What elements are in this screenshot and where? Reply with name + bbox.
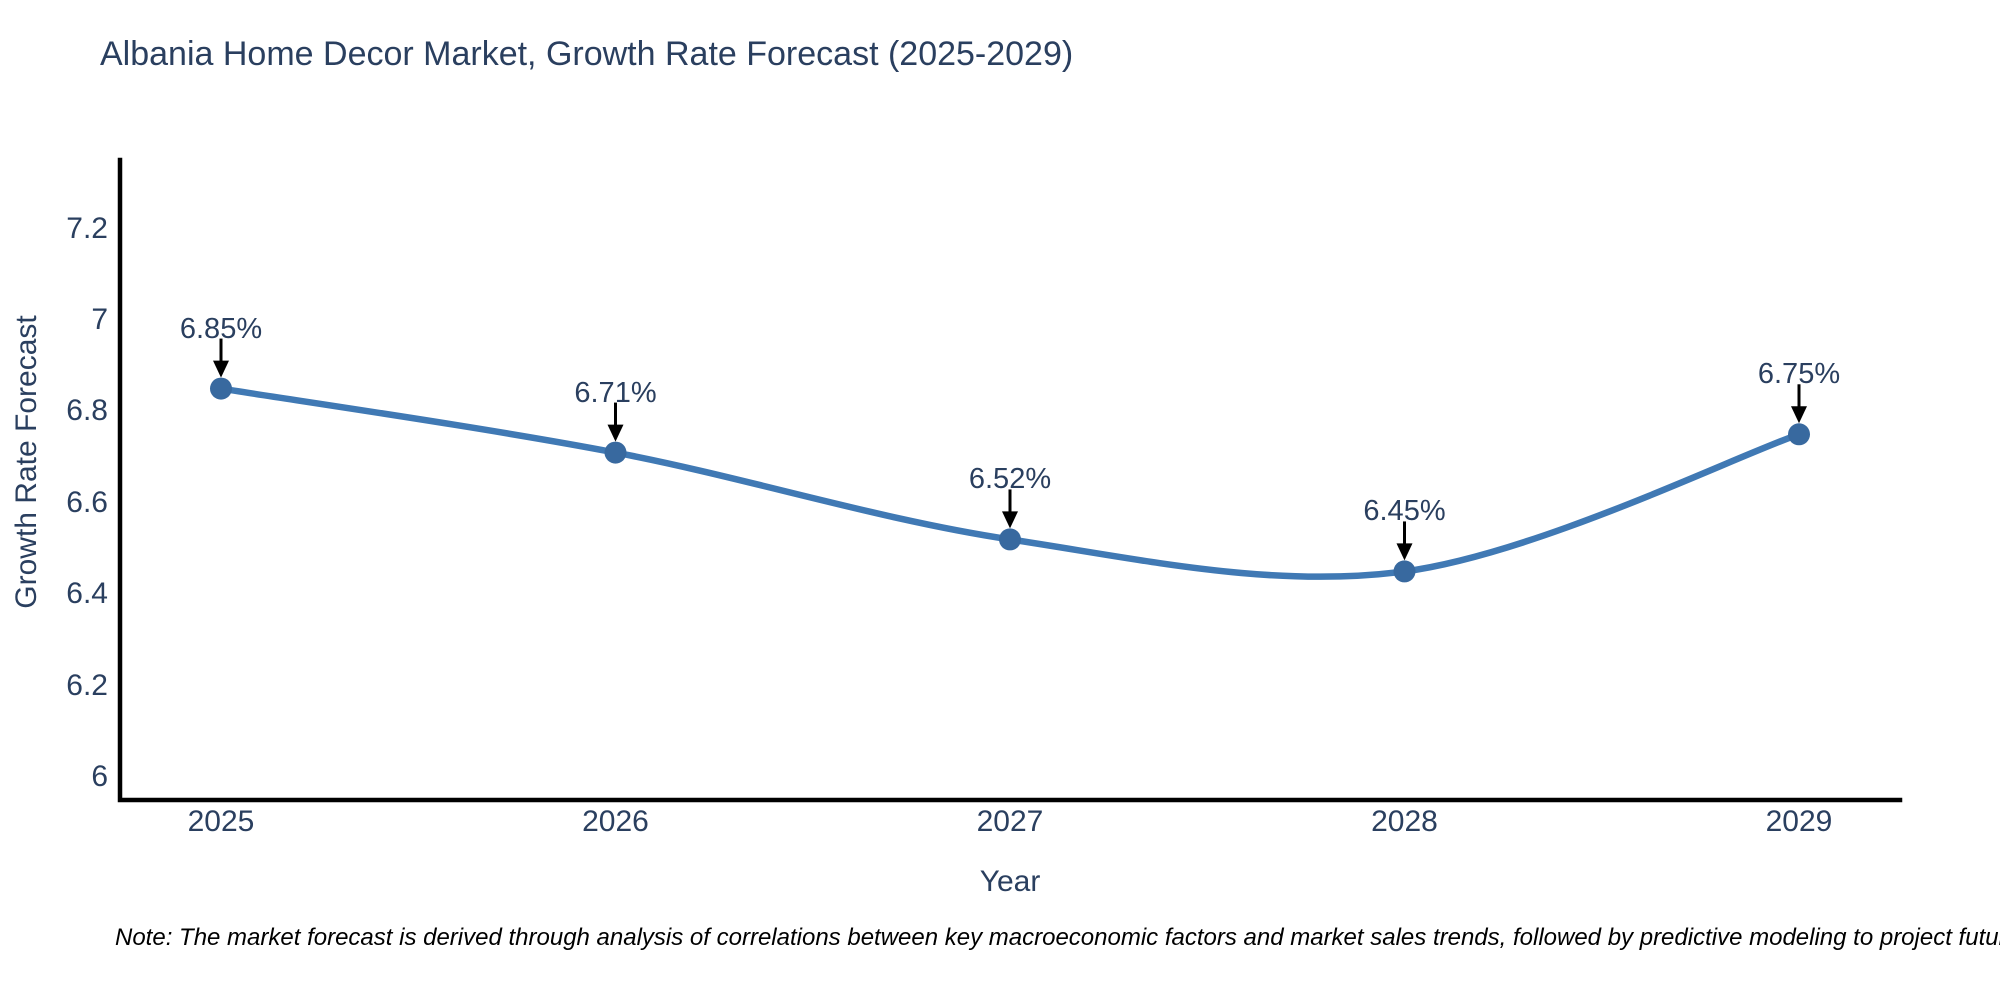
annotation-arrowhead — [1396, 543, 1413, 561]
y-tick-label: 6.4 — [66, 577, 108, 611]
axis-lines — [117, 157, 1903, 803]
annotation-arrowhead — [1002, 511, 1018, 529]
data-point-marker — [1788, 423, 1810, 446]
point-value-label: 6.52% — [968, 463, 1052, 496]
annotation-arrowhead — [607, 424, 624, 442]
x-tick-label: 2029 — [1765, 805, 1833, 838]
x-tick-label: 2028 — [1371, 805, 1438, 838]
y-tick-label: 6 — [91, 760, 108, 794]
x-tick-label: 2026 — [582, 805, 649, 838]
footnote: Note: The market forecast is derived thr… — [115, 924, 2000, 951]
data-point-marker — [999, 528, 1021, 551]
data-point-marker — [1393, 560, 1416, 583]
point-value-label: 6.71% — [574, 376, 657, 409]
y-tick-label: 6.8 — [66, 394, 108, 428]
point-value-label: 6.45% — [1363, 495, 1446, 528]
data-point-marker — [604, 441, 627, 464]
data-point-marker — [210, 377, 232, 400]
y-tick-label: 7.2 — [66, 211, 108, 245]
x-tick-label: 2025 — [187, 805, 255, 838]
y-tick-label: 6.2 — [66, 668, 108, 702]
point-value-label: 6.75% — [1757, 358, 1841, 391]
point-value-label: 6.85% — [179, 312, 263, 345]
x-tick-label: 2027 — [976, 805, 1044, 838]
annotation-arrowhead — [1791, 406, 1807, 424]
chart-title: Albania Home Decor Market, Growth Rate F… — [100, 35, 1074, 73]
y-tick-label: 6.6 — [66, 485, 108, 519]
x-axis-title: Year — [979, 865, 1041, 898]
annotation-arrowhead — [213, 360, 229, 378]
y-tick-label: 7 — [91, 303, 108, 336]
